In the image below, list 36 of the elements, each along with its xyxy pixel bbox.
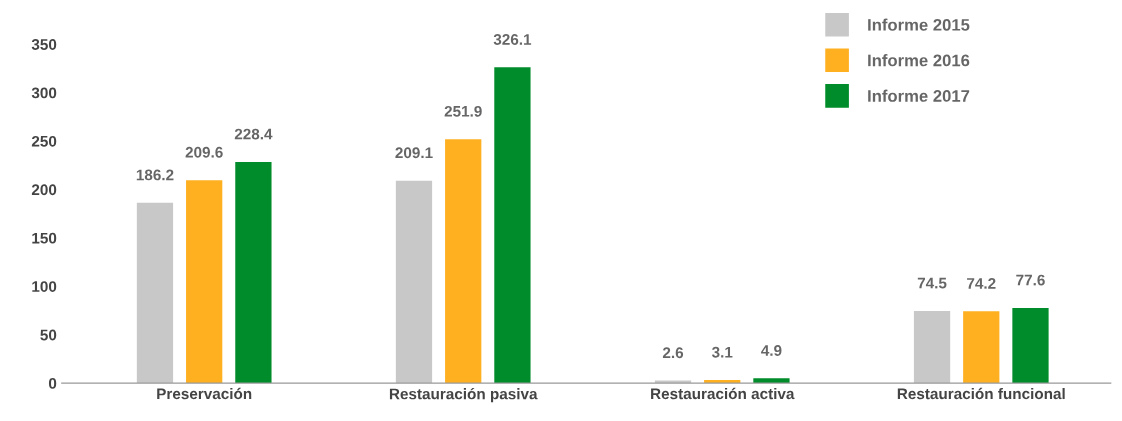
bar bbox=[963, 311, 1000, 384]
y-tick-label: 200 bbox=[31, 184, 57, 196]
x-tick-label: Restauración pasiva bbox=[389, 387, 538, 403]
data-label: 3.1 bbox=[711, 346, 733, 358]
x-tick-label: Restauración activa bbox=[651, 387, 795, 400]
legend-label: Informe 2015 bbox=[868, 18, 970, 31]
bar bbox=[1012, 307, 1049, 384]
bar bbox=[395, 180, 433, 384]
y-tick-label: 50 bbox=[40, 329, 57, 341]
data-label: 77.6 bbox=[1016, 274, 1045, 286]
data-label: 4.9 bbox=[761, 345, 782, 356]
data-label: 186.2 bbox=[136, 169, 174, 181]
legend-label: Informe 2017 bbox=[868, 89, 970, 102]
y-tick-label: 250 bbox=[31, 135, 57, 147]
x-tick-label: Restauración funcional bbox=[897, 387, 1065, 400]
data-label: 228.4 bbox=[234, 128, 273, 140]
data-label: 74.2 bbox=[967, 277, 996, 289]
x-tick-label: Preservación bbox=[157, 387, 252, 400]
data-label: 251.9 bbox=[444, 105, 482, 117]
y-tick-label: 300 bbox=[31, 87, 57, 99]
bar bbox=[913, 310, 951, 384]
bar bbox=[136, 202, 174, 384]
data-label: 2.6 bbox=[662, 347, 684, 359]
y-tick-label: 100 bbox=[32, 281, 57, 292]
bar bbox=[186, 180, 223, 384]
data-label: 209.1 bbox=[395, 147, 433, 159]
data-label: 74.5 bbox=[917, 277, 947, 289]
bar bbox=[494, 67, 531, 384]
y-tick-label: 150 bbox=[32, 232, 57, 244]
data-label: 326.1 bbox=[493, 34, 532, 45]
y-tick-label: 0 bbox=[48, 377, 57, 389]
bar bbox=[235, 161, 272, 384]
legend-label: Informe 2016 bbox=[868, 54, 970, 67]
y-tick-label: 350 bbox=[31, 39, 57, 50]
bar bbox=[445, 139, 482, 384]
data-label: 209.6 bbox=[185, 146, 223, 158]
